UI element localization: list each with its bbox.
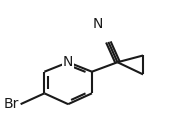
Text: N: N bbox=[63, 55, 73, 69]
Text: N: N bbox=[92, 17, 103, 31]
Text: Br: Br bbox=[3, 97, 19, 111]
